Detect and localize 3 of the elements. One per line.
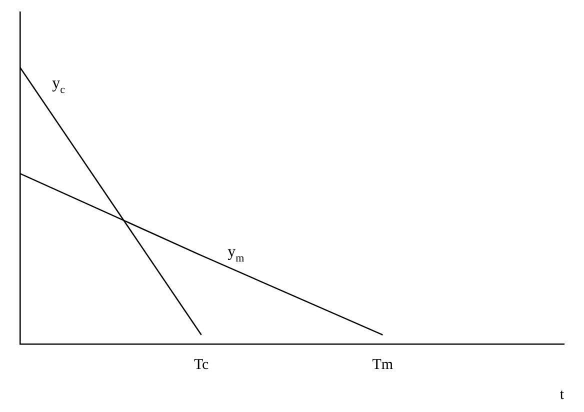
x-tick-label: Tm bbox=[372, 356, 394, 373]
x-tick-label: Tc bbox=[194, 356, 210, 373]
x-axis-title: t bbox=[560, 386, 565, 403]
